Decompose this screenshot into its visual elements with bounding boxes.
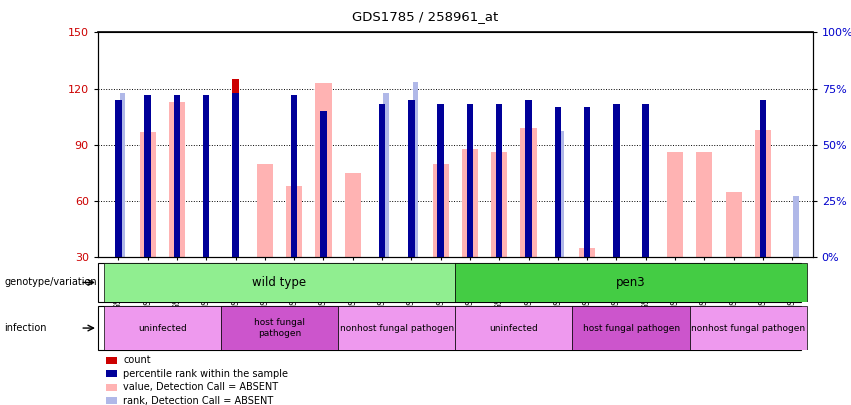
Bar <box>320 111 327 257</box>
Bar <box>496 104 502 257</box>
Bar <box>579 248 595 257</box>
Bar <box>793 196 799 257</box>
Bar <box>643 104 649 257</box>
Bar <box>257 164 273 257</box>
Bar <box>345 173 361 257</box>
Bar <box>667 152 683 257</box>
Bar <box>491 152 507 257</box>
Bar <box>104 306 221 350</box>
Bar <box>525 100 532 257</box>
Bar <box>316 83 332 257</box>
Bar <box>232 93 239 257</box>
Bar <box>755 130 771 257</box>
Bar <box>437 104 444 257</box>
Bar <box>614 104 620 257</box>
Bar <box>643 152 649 257</box>
Bar <box>726 192 742 257</box>
Text: GDS1785 / 258961_at: GDS1785 / 258961_at <box>352 10 499 23</box>
Bar <box>413 82 418 257</box>
Bar <box>408 100 414 257</box>
Text: percentile rank within the sample: percentile rank within the sample <box>123 369 288 379</box>
Bar <box>559 131 564 257</box>
Bar <box>455 306 573 350</box>
Bar <box>115 100 122 257</box>
Bar <box>408 169 414 257</box>
Bar <box>379 104 386 257</box>
Text: genotype/variation: genotype/variation <box>4 277 97 288</box>
Text: count: count <box>123 356 151 365</box>
Bar <box>338 306 455 350</box>
Bar <box>174 95 180 257</box>
Text: wild type: wild type <box>253 276 306 289</box>
Bar <box>379 173 386 257</box>
Bar <box>383 93 389 257</box>
Text: uninfected: uninfected <box>138 324 186 333</box>
Text: pen3: pen3 <box>616 276 646 289</box>
Bar <box>689 306 807 350</box>
Bar <box>291 95 297 257</box>
Bar <box>462 149 478 257</box>
Bar <box>203 95 209 257</box>
Bar <box>760 100 766 257</box>
Bar <box>696 152 712 257</box>
Text: uninfected: uninfected <box>489 324 538 333</box>
Text: value, Detection Call = ABSENT: value, Detection Call = ABSENT <box>123 382 278 392</box>
Bar <box>232 79 239 257</box>
Bar <box>584 107 591 257</box>
Bar <box>115 139 122 257</box>
Bar <box>455 263 807 302</box>
Text: host fungal
pathogen: host fungal pathogen <box>254 318 305 338</box>
Text: nonhost fungal pathogen: nonhost fungal pathogen <box>691 324 805 333</box>
Bar <box>555 154 561 257</box>
Text: rank, Detection Call = ABSENT: rank, Detection Call = ABSENT <box>123 396 274 405</box>
Bar <box>140 132 156 257</box>
Bar <box>614 149 620 257</box>
Bar <box>145 95 151 257</box>
Bar <box>573 306 689 350</box>
Text: infection: infection <box>4 323 47 333</box>
Bar <box>104 263 455 302</box>
Text: host fungal pathogen: host fungal pathogen <box>582 324 680 333</box>
Bar <box>221 306 338 350</box>
Bar <box>521 128 537 257</box>
Bar <box>466 104 473 257</box>
Bar <box>555 107 561 257</box>
Bar <box>432 164 448 257</box>
Bar <box>203 122 209 257</box>
Text: nonhost fungal pathogen: nonhost fungal pathogen <box>340 324 454 333</box>
Bar <box>286 186 302 257</box>
Bar <box>120 93 125 257</box>
Bar <box>168 102 185 257</box>
